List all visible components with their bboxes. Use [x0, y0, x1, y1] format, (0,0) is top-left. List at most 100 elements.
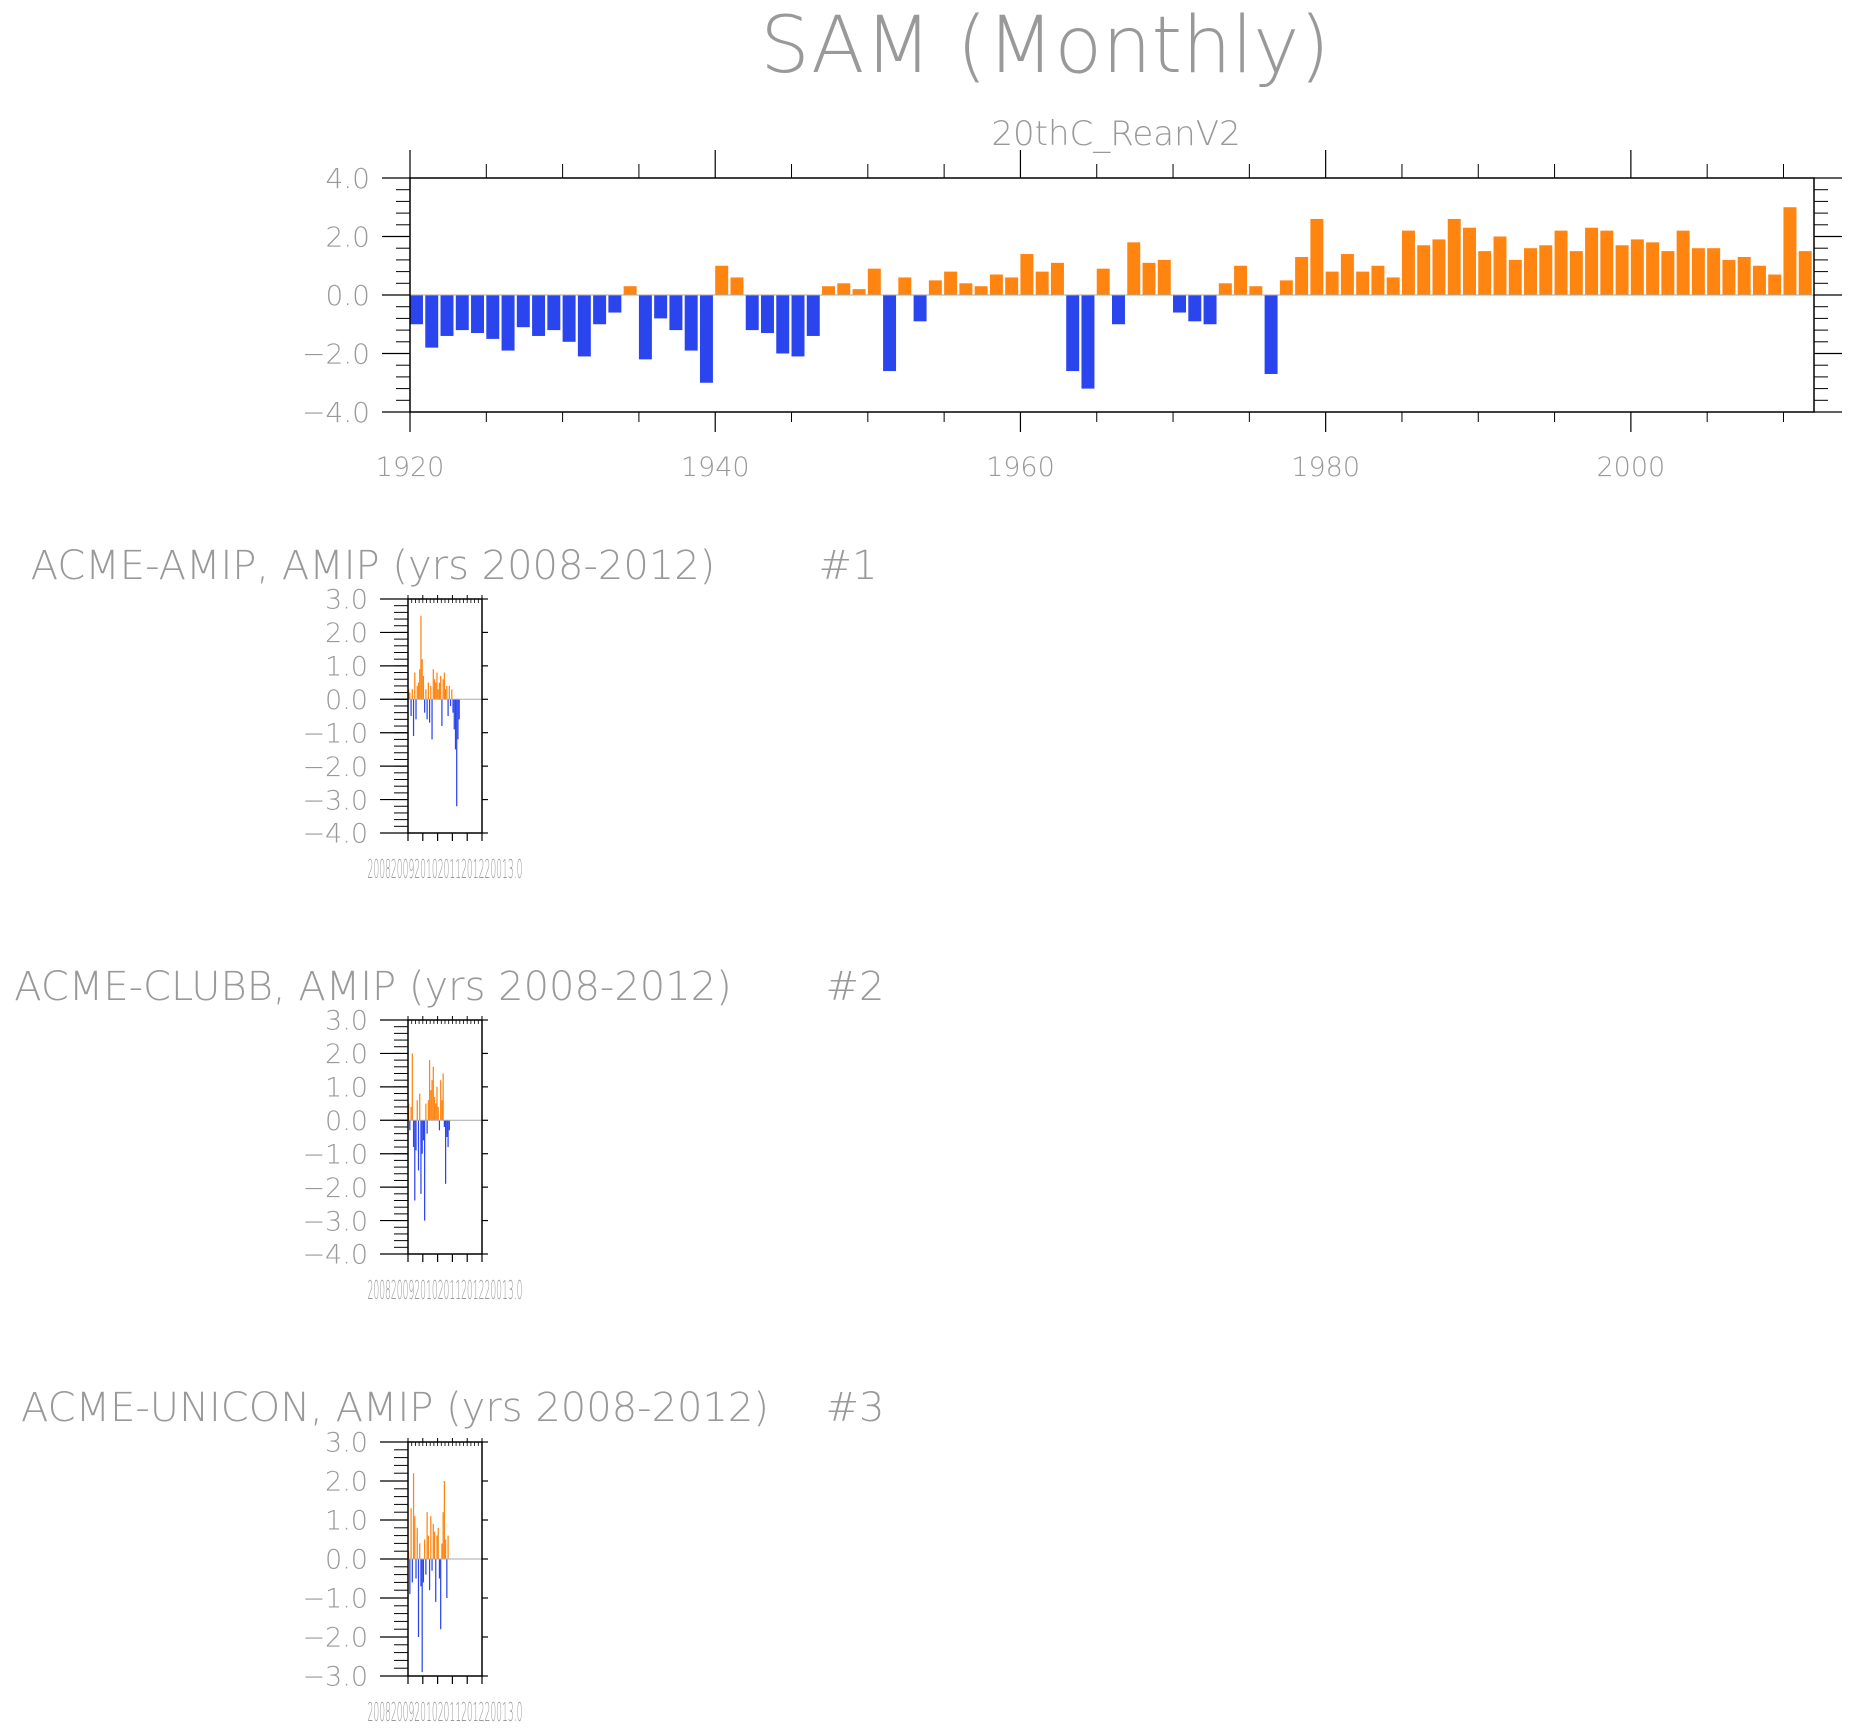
x-tick-label: 2000: [1597, 452, 1666, 483]
bar: [913, 295, 927, 322]
acme-amip-panel: ACME-AMIP, AMIP (yrs 2008-2012) #1 −4.0−3.…: [31, 543, 878, 885]
bar: [420, 1559, 422, 1587]
bar: [411, 1559, 413, 1583]
y-tick-label: 0.0: [325, 1106, 368, 1137]
bar: [451, 689, 453, 700]
bar: [420, 615, 422, 700]
acme-clubb-panel: ACME-CLUBB, AMIP (yrs 2008-2012) #2 −4.0−3…: [14, 964, 884, 1306]
bar: [1661, 251, 1675, 296]
bar: [1417, 245, 1431, 295]
bar: [837, 283, 851, 295]
x-tick-labels-overlapping: 2008200920102011201220013.0: [368, 1276, 523, 1306]
bar: [412, 1473, 415, 1559]
bar: [425, 1559, 427, 1575]
bar: [486, 295, 500, 339]
bar: [431, 699, 433, 740]
bar: [1707, 248, 1721, 295]
bar: [1401, 230, 1415, 295]
bar: [457, 699, 459, 740]
panel-title: ACME-AMIP, AMIP (yrs 2008-2012): [31, 543, 716, 589]
bar: [448, 1120, 450, 1131]
bar: [442, 1073, 444, 1121]
bar: [730, 277, 744, 295]
panel-number-label: #2: [826, 964, 885, 1010]
bar: [436, 672, 438, 700]
bar: [440, 675, 442, 700]
bar: [421, 1120, 423, 1154]
y-tick-label: 2.0: [325, 221, 370, 254]
bar: [437, 1106, 439, 1121]
bar: [424, 1120, 426, 1221]
bar: [1157, 259, 1171, 295]
y-tick-label: 3.0: [325, 1428, 368, 1459]
y-tick-label: 2.0: [325, 1467, 368, 1498]
bar: [452, 699, 454, 713]
bar: [433, 1096, 436, 1121]
bar: [699, 295, 713, 383]
bar: [638, 295, 652, 360]
bar: [1676, 230, 1690, 295]
bar: [432, 669, 434, 700]
bar: [1768, 274, 1782, 295]
bar: [1585, 227, 1599, 295]
bar: [806, 295, 820, 336]
bar: [409, 692, 411, 700]
bar: [441, 1100, 443, 1121]
bar: [426, 1512, 428, 1559]
bar: [1371, 265, 1385, 295]
x-tick-label: 1980: [1291, 452, 1360, 483]
bar: [411, 1053, 413, 1121]
bar: [458, 699, 460, 720]
y-tick-label: −2.0: [302, 1623, 368, 1654]
bar: [1600, 230, 1614, 295]
y-tick-label: 2.0: [325, 1039, 368, 1070]
bar: [424, 699, 426, 713]
bar: [409, 1559, 411, 1595]
bar: [883, 295, 897, 372]
bar: [447, 1120, 449, 1148]
x-tick-labels-overlapping: 2008200920102011201220013.0: [368, 1698, 523, 1728]
bar: [447, 1535, 449, 1559]
bar: [440, 1080, 442, 1121]
bar: [1432, 239, 1446, 295]
bar: [411, 689, 413, 700]
panel-number-label: #3: [826, 1385, 885, 1431]
bar: [776, 295, 790, 354]
bar: [989, 274, 1003, 295]
x-tick-label: 1960: [986, 452, 1055, 483]
bar: [433, 679, 436, 700]
bar: [1188, 295, 1202, 322]
bar: [445, 1120, 447, 1184]
bar: [419, 669, 421, 700]
bar: [427, 682, 429, 700]
bar: [684, 295, 698, 351]
bar: [867, 268, 881, 295]
bar: [1798, 251, 1812, 296]
bar: [471, 295, 485, 334]
bar: [436, 1535, 438, 1559]
y-tick-label: 1.0: [325, 652, 368, 683]
bar: [448, 685, 450, 700]
bar: [1478, 251, 1492, 296]
bar: [417, 682, 420, 700]
bar: [593, 295, 607, 325]
bar: [412, 1120, 415, 1148]
bar: [410, 699, 412, 716]
bar: [443, 1481, 445, 1559]
bar: [415, 699, 417, 720]
bar: [944, 271, 958, 295]
bar: [437, 1527, 439, 1559]
bar: [409, 1120, 411, 1131]
bar: [1218, 283, 1232, 295]
bar: [416, 685, 418, 700]
bar: [421, 659, 423, 700]
bar: [443, 1120, 445, 1127]
bar: [1310, 218, 1324, 295]
bar: [1340, 254, 1354, 295]
bar: [453, 699, 455, 730]
bar: [441, 699, 443, 727]
bar: [433, 1531, 436, 1559]
bar: [424, 1539, 426, 1559]
bar: [428, 1060, 431, 1121]
bar: [426, 1120, 428, 1134]
